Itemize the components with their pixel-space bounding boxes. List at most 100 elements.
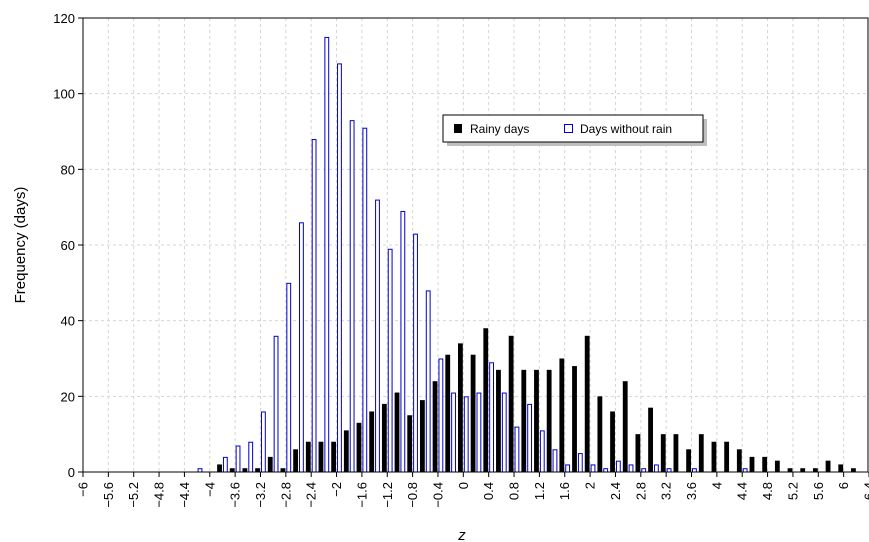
bar-rainy-days — [774, 460, 780, 472]
bar-rainy-days — [407, 415, 413, 472]
x-axis-title: z — [457, 527, 466, 542]
x-tick-label: −3.6 — [228, 482, 243, 508]
bar-rainy-days — [242, 468, 248, 472]
x-tick-label: 4.8 — [760, 482, 775, 500]
bar-rainy-days — [293, 449, 299, 472]
bar-rainy-days — [305, 441, 311, 472]
x-tick-label: 2 — [583, 482, 598, 489]
bar-rainy-days — [838, 464, 844, 472]
x-tick-label: 5.6 — [811, 482, 826, 500]
bar-rainy-days — [419, 400, 425, 472]
bar-days-without-rain — [552, 449, 558, 473]
x-tick-label: 4 — [709, 482, 724, 489]
bar-rainy-days — [381, 403, 387, 472]
bar-rainy-days — [521, 369, 527, 472]
y-tick-label: 100 — [53, 87, 75, 102]
bar-days-without-rain — [489, 362, 494, 473]
x-tick-label: −4 — [202, 482, 217, 497]
bar-rainy-days — [267, 456, 273, 472]
x-tick-label: 1.6 — [557, 482, 572, 500]
bar-rainy-days — [736, 449, 742, 472]
bar-rainy-days — [483, 328, 489, 472]
x-tick-label: −2.4 — [304, 482, 319, 508]
y-axis-title: Frequency (days) — [12, 187, 29, 304]
x-tick-label: 2.4 — [608, 482, 623, 500]
bar-rainy-days — [470, 354, 476, 472]
x-tick-label: 0 — [456, 482, 471, 489]
bar-days-without-rain — [628, 464, 634, 473]
legend: Rainy days Days without rain — [442, 114, 707, 146]
y-tick-label: 60 — [61, 238, 75, 253]
bar-days-without-rain — [565, 464, 571, 473]
bar-days-without-rain — [476, 392, 482, 473]
x-tick-label: −0.4 — [430, 482, 445, 508]
bar-rainy-days — [229, 468, 235, 472]
bar-days-without-rain — [260, 411, 266, 473]
bar-days-without-rain — [375, 199, 380, 473]
x-tick-label: 3.2 — [659, 482, 674, 500]
bar-rainy-days — [458, 343, 463, 472]
bar-rainy-days — [496, 369, 501, 472]
bar-rainy-days — [851, 468, 856, 472]
bar-days-without-rain — [463, 396, 469, 473]
bar-days-without-rain — [400, 210, 406, 473]
bar-rainy-days — [584, 335, 590, 472]
x-tick-label: 1.2 — [532, 482, 547, 500]
x-tick-label: 6.4 — [862, 482, 869, 500]
bar-rainy-days — [572, 366, 577, 472]
x-tick-label: −6 — [76, 482, 91, 497]
bar-rainy-days — [559, 358, 565, 472]
y-tick-label: 20 — [61, 389, 75, 404]
bar-rainy-days — [318, 441, 324, 472]
x-tick-label: 0.4 — [481, 482, 496, 500]
bar-days-without-rain — [501, 392, 507, 473]
bar-rainy-days — [724, 441, 730, 472]
bar-rainy-days — [597, 396, 603, 472]
legend-label-rainy: Rainy days — [470, 122, 529, 136]
bar-days-without-rain — [451, 392, 456, 473]
y-tick-label: 120 — [53, 11, 75, 26]
bar-rainy-days — [762, 456, 768, 472]
bar-rainy-days — [648, 407, 653, 472]
bar-rainy-days — [343, 430, 349, 472]
bar-days-without-rain — [590, 464, 596, 473]
bar-rainy-days — [686, 449, 692, 472]
bar-days-without-rain — [311, 139, 317, 473]
bar-rainy-days — [635, 434, 641, 472]
bar-rainy-days — [749, 456, 755, 472]
x-axis-ticks: −6 −5.6 −5.2 −4.8 −4.4 −4 −3.6 −3.2 −2.8 −2.4 −2 −1… — [76, 472, 869, 508]
bar-rainy-days — [508, 335, 514, 472]
bar-rainy-days — [711, 441, 717, 472]
bar-days-without-rain — [539, 430, 545, 473]
bar-days-without-rain — [413, 233, 418, 473]
bar-days-without-rain — [615, 460, 621, 473]
bar-days-without-rain — [577, 453, 583, 473]
bar-rainy-days — [432, 381, 438, 472]
bar-days-without-rain — [235, 445, 241, 473]
bar-rainy-days — [369, 411, 375, 472]
x-tick-label: 2.8 — [633, 482, 648, 500]
x-tick-label: −1.2 — [380, 482, 395, 508]
bar-days-without-rain — [349, 120, 355, 473]
bar-rainy-days — [255, 468, 260, 472]
bar-rainy-days — [622, 381, 628, 472]
y-axis-ticks: 0 20 40 60 80 100 120 — [53, 11, 83, 480]
bar-days-without-rain — [514, 426, 520, 473]
bar-days-without-rain — [653, 464, 659, 473]
bar-days-without-rain — [324, 36, 330, 473]
bar-days-without-rain — [362, 127, 368, 473]
bar-days-without-rain — [527, 403, 533, 473]
bar-days-without-rain — [299, 222, 304, 473]
x-tick-label: −4.8 — [152, 482, 167, 508]
bar-days-without-rain — [337, 63, 342, 473]
x-tick-label: −3.2 — [253, 482, 268, 508]
x-tick-label: −4.4 — [177, 482, 192, 508]
y-tick-label: 0 — [68, 465, 75, 480]
legend-label-dry: Days without rain — [580, 122, 672, 136]
x-tick-label: 5.2 — [785, 482, 800, 500]
bar-rainy-days — [331, 441, 337, 472]
bar-days-without-rain — [425, 290, 431, 473]
bar-days-without-rain — [222, 456, 228, 473]
bar-rainy-days — [673, 434, 679, 472]
